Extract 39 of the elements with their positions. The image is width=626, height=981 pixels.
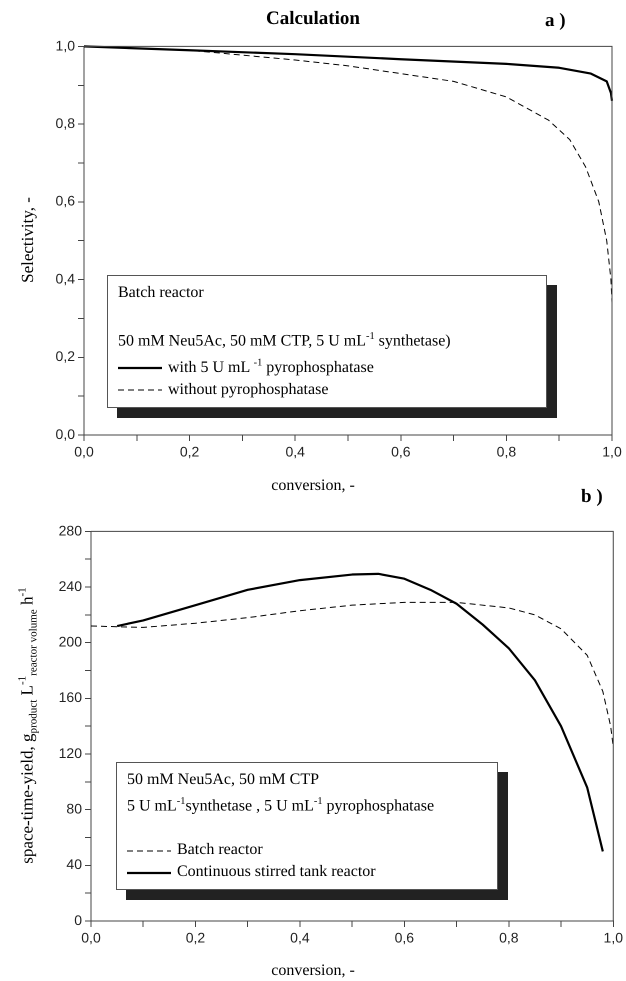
y-tick-label: 280 [58,522,82,538]
annotation: 5 U mL$^{-1}$synthetase , 5 U mL$^{-1}$ pyrophosphatase [127,795,436,816]
annotation: 50 mM Neu5Ac, 50 mM CTP, 5 U mL$^{-1}$ synthetase) [118,330,452,352]
text: a ) [545,10,566,32]
text: b ) [581,486,603,508]
y-tick-label: 0 [74,912,82,928]
x-axis-title: conversion, - [270,962,356,980]
y-tick-label: 0,0 [56,426,76,442]
legend-label: without pyrophosphatase [168,380,328,398]
x-tick-label: 0,6 [391,443,411,460]
legend-label: Continuous stirred tank reactor [177,863,376,880]
x-tick-label: 1,0 [604,929,624,946]
y-tick-label: 200 [58,634,82,650]
y-tick-label: 0,4 [56,270,76,286]
x-tick-label: 0,4 [285,443,306,460]
x-tick-label: 0,6 [394,929,414,946]
legend-label: with 5 U mL $^{-1}$ pyrophosphatase [168,357,374,376]
legend-label: Batch reactor [177,841,263,858]
y-tick-label: 40 [66,856,82,872]
x-axis-title: conversion, - [271,477,355,494]
x-tick-label: 0,4 [290,929,310,946]
legend-title: Batch reactor [118,283,205,303]
y-tick-label: 0,2 [56,348,76,364]
y-tick-label: 160 [58,689,82,706]
y-tick-label: 1,0 [56,37,76,54]
x-tick-label: 0,2 [186,929,206,946]
x-tick-label: 1,0 [602,443,622,460]
x-tick-label: 0,0 [81,929,101,946]
y-tick-label: 120 [58,744,82,761]
y-tick-label: 0,6 [56,192,76,209]
legend-title: 50 mM Neu5Ac, 50 mM CTP [127,770,320,790]
y-tick-label: 80 [66,800,82,817]
y-tick-label: 240 [58,578,82,594]
y-axis-title: Selectivity, - [18,197,38,283]
x-tick-label: 0,8 [496,443,516,460]
x-tick-label: 0,8 [499,929,519,946]
x-tick-label: 0,2 [180,443,200,460]
chart-title: Calculation [266,8,360,29]
y-tick-label: 0,8 [56,114,76,131]
